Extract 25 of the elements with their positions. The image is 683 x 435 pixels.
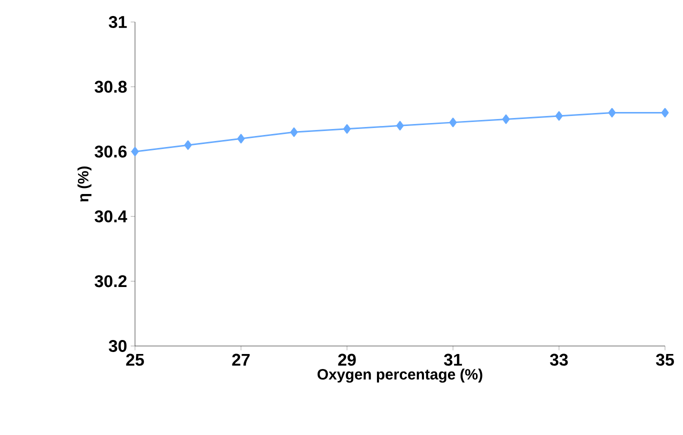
y-tick-label: 30.2 — [94, 275, 127, 288]
point — [131, 146, 139, 156]
y-tick-label: 30.4 — [94, 210, 128, 222]
x-tick-label: 27 — [232, 354, 250, 366]
point — [608, 108, 616, 118]
point — [396, 120, 404, 130]
y-tick-label: 30.8 — [94, 80, 127, 93]
point — [449, 118, 457, 128]
point — [555, 111, 563, 121]
point — [661, 108, 669, 118]
x-tick-label: 35 — [656, 354, 674, 366]
point — [290, 127, 298, 137]
point — [343, 124, 351, 134]
y-tick-label: 30.6 — [94, 146, 127, 158]
point — [237, 134, 245, 144]
x-tick-label: 29 — [338, 354, 356, 366]
y-tick-label: 30 — [108, 340, 127, 352]
y-axis-title: η (%) — [77, 166, 92, 202]
y-tick-label: 31 — [108, 16, 127, 28]
x-tick-label: 33 — [550, 354, 568, 366]
x-tick-label: 25 — [126, 354, 144, 366]
point — [184, 140, 192, 150]
x-tick-label: 31 — [444, 354, 462, 366]
point — [502, 114, 510, 124]
x-axis-title: Oxygen percentage (%) — [318, 368, 482, 383]
